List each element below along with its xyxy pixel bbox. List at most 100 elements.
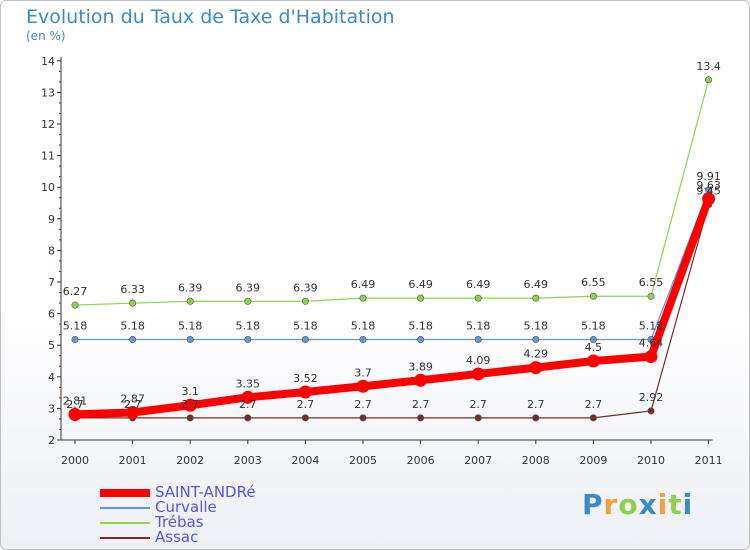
logo-letter: P bbox=[582, 488, 604, 521]
data-label: 2.81 bbox=[63, 394, 88, 407]
y-tick-label: 9 bbox=[48, 213, 55, 226]
data-point bbox=[301, 414, 309, 422]
data-point bbox=[359, 414, 367, 422]
data-label: 9.63 bbox=[696, 179, 721, 192]
data-label: 2.7 bbox=[66, 398, 84, 411]
data-label: 3.89 bbox=[408, 360, 433, 373]
data-point bbox=[186, 414, 194, 422]
data-label: 5.18 bbox=[120, 320, 145, 333]
data-point bbox=[474, 414, 482, 422]
data-point bbox=[244, 414, 252, 422]
data-point bbox=[644, 350, 658, 364]
data-label: 4.09 bbox=[466, 354, 491, 367]
data-point bbox=[359, 336, 367, 344]
logo-letter: i bbox=[682, 488, 694, 521]
x-tick-label: 2003 bbox=[234, 454, 262, 467]
data-point bbox=[417, 336, 425, 344]
data-label: 3.52 bbox=[293, 372, 318, 385]
data-label: 2.7 bbox=[469, 398, 487, 411]
data-point bbox=[186, 297, 194, 305]
x-tick-label: 2002 bbox=[176, 454, 204, 467]
data-label: 6.49 bbox=[408, 278, 433, 291]
data-point bbox=[129, 336, 137, 344]
data-point bbox=[298, 385, 312, 399]
data-point bbox=[68, 407, 82, 421]
y-tick-label: 3 bbox=[48, 402, 55, 415]
data-point bbox=[589, 414, 597, 422]
data-label: 13.4 bbox=[696, 60, 721, 73]
data-point bbox=[474, 336, 482, 344]
data-point bbox=[705, 76, 713, 84]
data-label: 5.18 bbox=[466, 320, 491, 333]
data-label: 6.39 bbox=[178, 281, 203, 294]
x-tick-label: 2009 bbox=[579, 454, 607, 467]
data-label: 4.29 bbox=[524, 348, 549, 361]
data-label: 6.49 bbox=[351, 278, 376, 291]
legend-label: Assac bbox=[155, 528, 199, 546]
data-label: 4.5 bbox=[585, 341, 603, 354]
data-label: 6.27 bbox=[63, 285, 88, 298]
data-point bbox=[301, 297, 309, 305]
data-label: 9.45 bbox=[696, 185, 721, 198]
y-tick-label: 5 bbox=[48, 339, 55, 352]
logo-letter: i bbox=[657, 488, 669, 521]
data-point bbox=[241, 390, 255, 404]
y-tick-label: 6 bbox=[48, 308, 55, 321]
series-line-Assac bbox=[74, 203, 710, 419]
data-label: 2.92 bbox=[639, 391, 664, 404]
x-tick-label: 2011 bbox=[695, 454, 723, 467]
data-point bbox=[414, 373, 428, 387]
data-label: 6.39 bbox=[293, 281, 318, 294]
y-tick-label: 11 bbox=[41, 150, 55, 163]
data-point bbox=[417, 414, 425, 422]
data-point bbox=[417, 294, 425, 302]
data-point bbox=[474, 294, 482, 302]
data-point bbox=[532, 336, 540, 344]
logo-letter: t bbox=[668, 488, 683, 521]
legend-swatch bbox=[100, 537, 150, 539]
data-point bbox=[647, 407, 655, 415]
legend-swatch bbox=[100, 522, 150, 524]
logo-letter: o bbox=[618, 488, 639, 521]
x-tick-label: 2006 bbox=[407, 454, 435, 467]
data-point bbox=[532, 414, 540, 422]
x-tick-label: 2007 bbox=[464, 454, 492, 467]
data-label: 2.7 bbox=[297, 398, 315, 411]
data-point bbox=[244, 336, 252, 344]
data-label: 5.18 bbox=[236, 320, 261, 333]
chart-subtitle: (en %) bbox=[26, 29, 66, 43]
legend-label: Curvalle bbox=[155, 498, 217, 516]
y-tick-label: 4 bbox=[48, 371, 55, 384]
x-tick-label: 2008 bbox=[522, 454, 550, 467]
data-label: 2.7 bbox=[239, 398, 257, 411]
legend-label: SAINT-ANDRé bbox=[155, 483, 256, 501]
data-point bbox=[471, 367, 485, 381]
data-label: 6.33 bbox=[120, 283, 145, 296]
data-label: 2.87 bbox=[120, 393, 145, 406]
data-point bbox=[183, 398, 197, 412]
legend-swatch bbox=[100, 489, 150, 497]
data-label: 5.18 bbox=[639, 320, 664, 333]
data-label: 3.7 bbox=[354, 366, 372, 379]
legend-swatch bbox=[100, 507, 150, 509]
x-tick-label: 2004 bbox=[291, 454, 319, 467]
data-point bbox=[359, 294, 367, 302]
data-point bbox=[586, 354, 600, 368]
y-tick-label: 7 bbox=[48, 276, 55, 289]
legend-label: Trébas bbox=[155, 513, 204, 531]
data-point bbox=[589, 292, 597, 300]
data-label: 5.18 bbox=[293, 320, 318, 333]
data-label: 6.55 bbox=[581, 276, 606, 289]
data-point bbox=[529, 361, 543, 375]
logo-letter: r bbox=[603, 488, 619, 521]
y-tick-label: 10 bbox=[41, 181, 55, 194]
logo-letter: x bbox=[638, 488, 658, 521]
data-point bbox=[589, 336, 597, 344]
data-label: 6.49 bbox=[524, 278, 549, 291]
series-line-Curvalle bbox=[74, 189, 710, 341]
y-tick-label: 2 bbox=[48, 434, 55, 447]
data-point bbox=[356, 379, 370, 393]
y-tick-label: 14 bbox=[41, 55, 55, 68]
data-label: 6.55 bbox=[639, 276, 664, 289]
